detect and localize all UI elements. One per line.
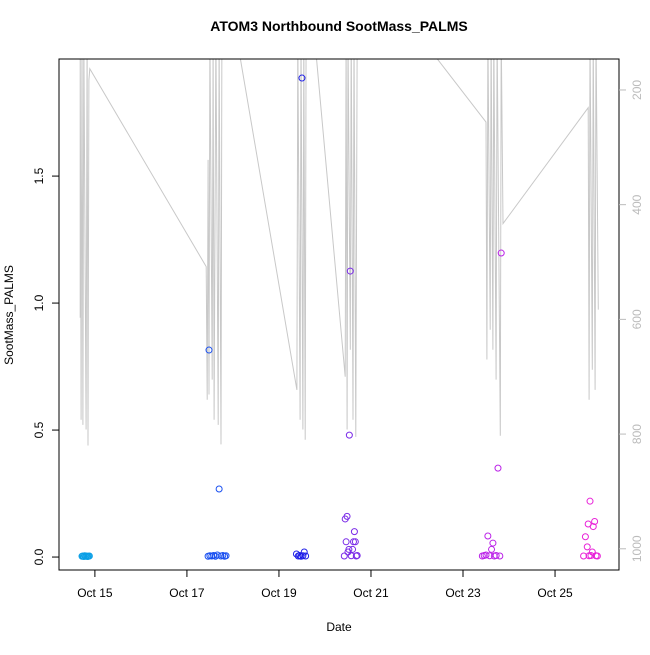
x-tick-label: Oct 23 xyxy=(445,586,481,600)
data-point xyxy=(484,532,492,540)
x-tick-label: Oct 21 xyxy=(353,586,389,600)
data-point xyxy=(351,538,359,546)
data-point xyxy=(349,538,357,546)
y-tick-label: 1.5 xyxy=(32,167,46,184)
data-point xyxy=(299,552,307,560)
y-tick-label: 0.5 xyxy=(32,421,46,438)
data-point xyxy=(342,538,350,546)
data-point xyxy=(482,551,490,559)
y2-tick-label: 1000 xyxy=(630,535,644,562)
data-point xyxy=(589,523,597,531)
x-tick-label: Oct 17 xyxy=(169,586,205,600)
data-point xyxy=(350,528,358,536)
y2-tick-label: 200 xyxy=(630,80,644,100)
data-point xyxy=(581,533,589,541)
data-point xyxy=(298,74,306,82)
data-point xyxy=(346,267,354,275)
data-point xyxy=(496,552,504,560)
data-point xyxy=(492,552,500,560)
data-point xyxy=(489,539,497,547)
data-point xyxy=(85,552,93,560)
data-point xyxy=(583,543,591,551)
data-point xyxy=(497,249,505,257)
plot-area xyxy=(78,59,601,561)
data-point xyxy=(586,497,594,505)
data-point xyxy=(588,548,596,556)
data-point xyxy=(593,552,601,560)
x-tick-label: Oct 25 xyxy=(537,586,573,600)
y-tick-label: 0.0 xyxy=(32,548,46,565)
data-point xyxy=(353,552,361,560)
pressure-line xyxy=(79,59,599,446)
data-point xyxy=(343,512,351,520)
data-point xyxy=(340,552,348,560)
y-tick-label: 1.0 xyxy=(32,294,46,311)
y2-tick-label: 800 xyxy=(630,424,644,444)
y2-tick-label: 600 xyxy=(630,309,644,329)
data-point xyxy=(302,552,310,560)
data-point xyxy=(215,485,223,493)
plot-frame xyxy=(58,58,620,571)
data-point xyxy=(300,548,308,556)
data-point xyxy=(488,545,496,553)
data-point xyxy=(345,431,353,439)
data-point xyxy=(222,552,230,560)
y2-tick-label: 400 xyxy=(630,194,644,214)
data-point xyxy=(494,464,502,472)
data-point xyxy=(349,545,357,553)
x-axis-label: Date xyxy=(326,620,352,634)
data-point xyxy=(205,346,213,354)
data-point xyxy=(591,517,599,525)
chart-title: ATOM3 Northbound SootMass_PALMS xyxy=(210,18,467,34)
data-point xyxy=(345,545,353,553)
y-axis-label: SootMass_PALMS xyxy=(2,265,16,365)
x-tick-label: Oct 15 xyxy=(77,586,113,600)
x-tick-label: Oct 19 xyxy=(261,586,297,600)
